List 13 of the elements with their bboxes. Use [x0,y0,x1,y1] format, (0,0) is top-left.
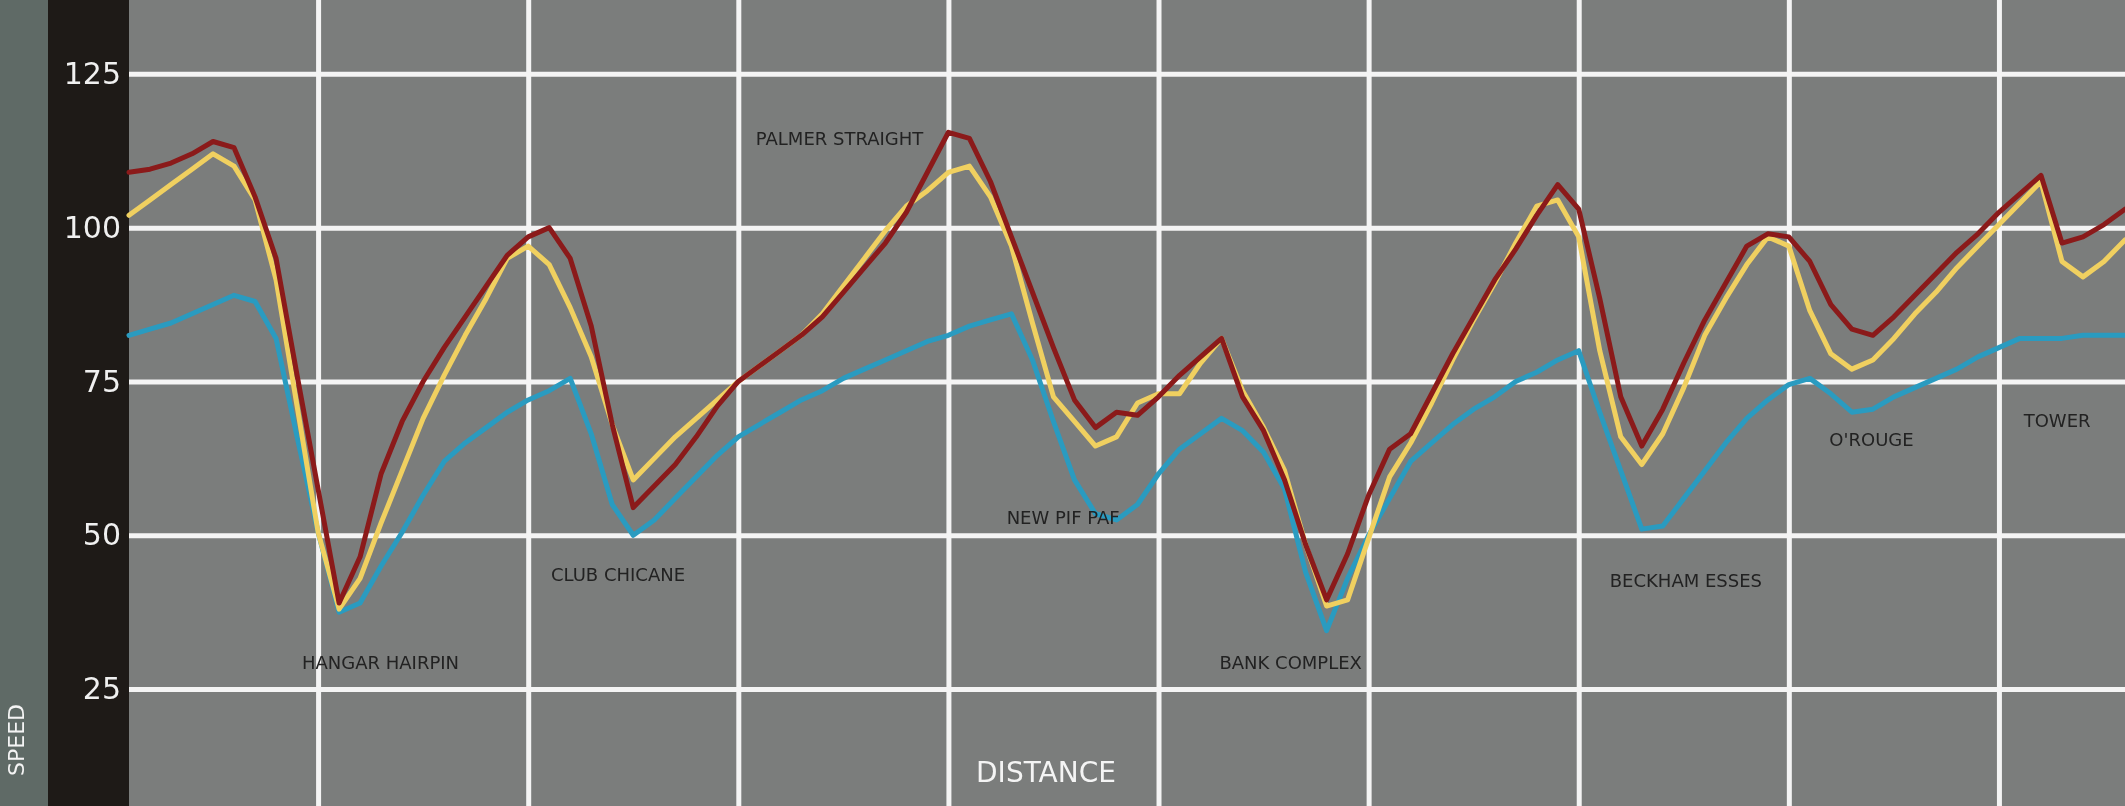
annotation: BECKHAM ESSES [1609,570,1762,591]
y-tick-label: 25 [82,671,121,707]
y-tick-label: 100 [63,209,121,245]
annotation: O'ROUGE [1829,429,1914,450]
y-tick-label: 50 [82,517,121,553]
x-axis-title: DISTANCE [976,756,1116,789]
annotation: CLUB CHICANE [550,564,686,585]
annotation: BANK COMPLEX [1219,652,1362,673]
annotation: PALMER STRAIGHT [755,128,925,149]
annotation: TOWER [2022,410,2091,431]
y-axis-title: SPEED [4,704,29,776]
y-tick-label: 75 [82,363,121,399]
y-tick-label: 125 [63,55,121,91]
